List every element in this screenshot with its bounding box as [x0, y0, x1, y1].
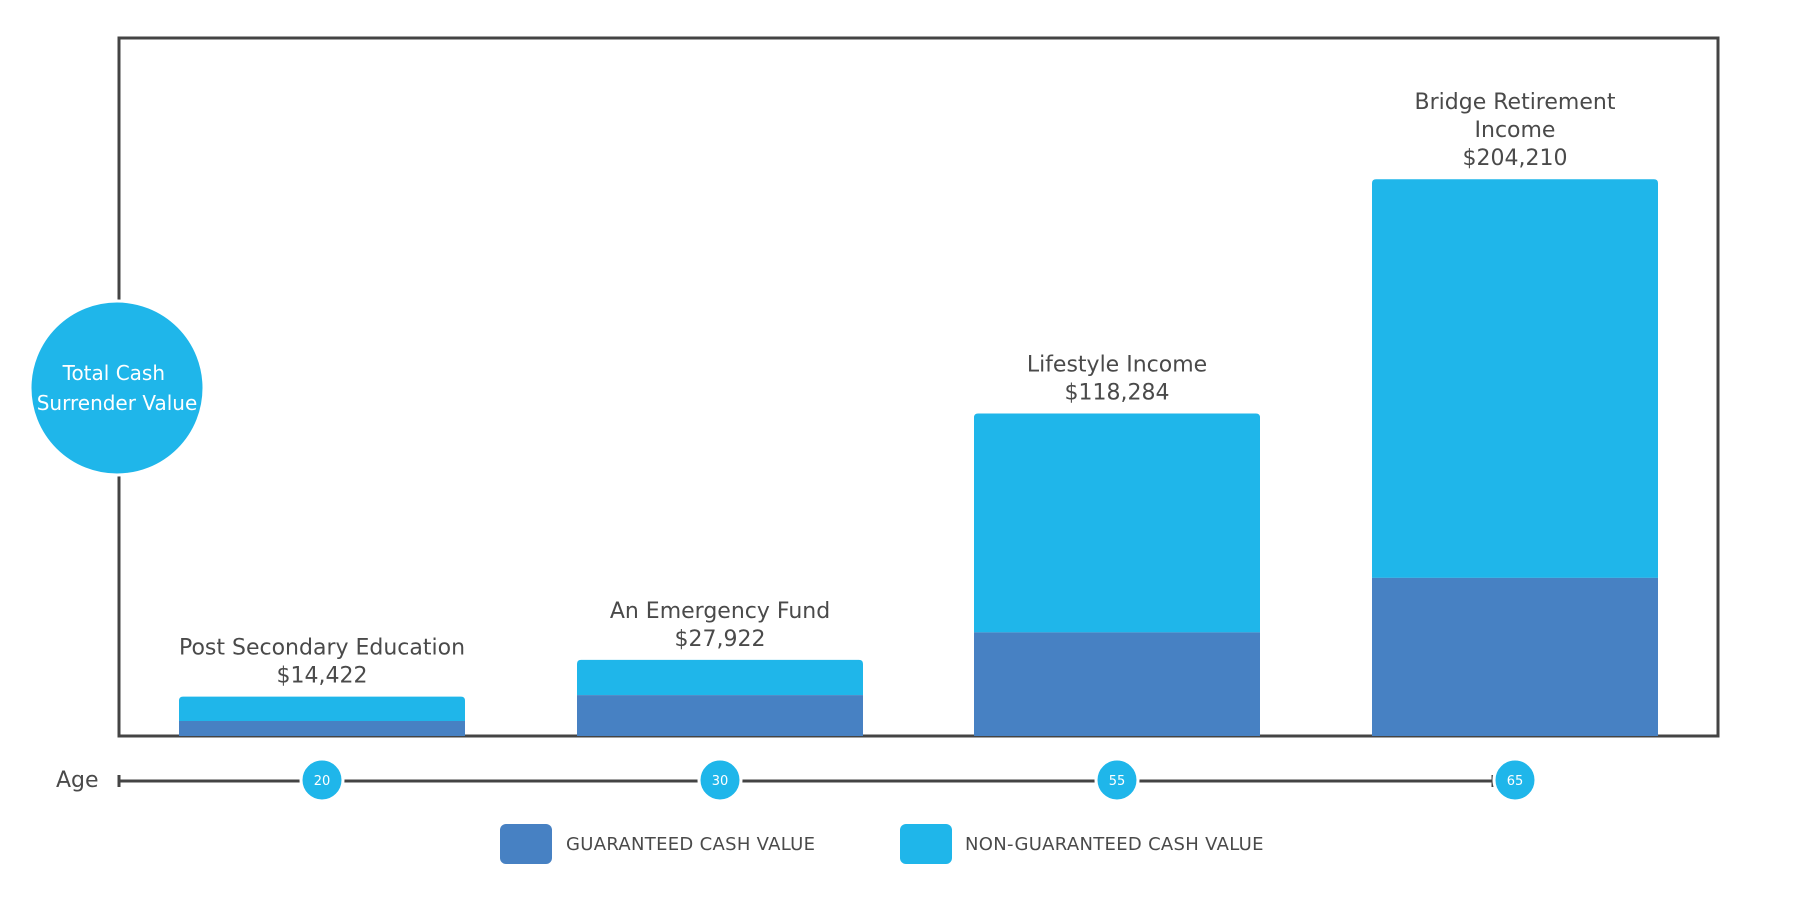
x-axis-label: Age: [56, 768, 99, 793]
bar-segment-non-guaranteed: [577, 659, 863, 696]
bar-segment-guaranteed: [179, 721, 465, 736]
bar-labels: Post Secondary Education $14,422 An Emerge…: [179, 90, 1616, 688]
legend-swatch-non-guaranteed: [900, 824, 952, 864]
bar-segment-guaranteed: [974, 632, 1260, 736]
age-tick-label: 30: [712, 774, 729, 789]
bar-category-label: Lifestyle Income: [1027, 352, 1207, 377]
y-axis-title-circle: [28, 299, 206, 477]
legend-label-guaranteed: GUARANTEED CASH VALUE: [566, 834, 815, 855]
y-axis-title-line-1: Total Cash: [62, 361, 165, 385]
legend: GUARANTEED CASH VALUE NON-GUARANTEED CAS…: [500, 824, 1264, 864]
age-tick-label: 20: [314, 774, 331, 789]
y-axis-title-badge: Total Cash Surrender Value: [28, 299, 206, 477]
age-tick-badge: [1492, 757, 1538, 803]
age-tick-label: 65: [1507, 774, 1524, 789]
bar-value-label: $27,922: [675, 627, 766, 652]
legend-swatch-guaranteed: [500, 824, 552, 864]
bar-segment-non-guaranteed: [974, 413, 1260, 633]
legend-label-non-guaranteed: NON-GUARANTEED CASH VALUE: [965, 834, 1264, 855]
bar-segment-guaranteed: [1372, 577, 1658, 736]
bar-category-label: Income: [1475, 118, 1556, 143]
bar-segment-guaranteed: [577, 695, 863, 736]
age-tick-badge: [299, 757, 345, 803]
age-ticks: 20 30 55 65: [299, 757, 1538, 803]
svg-text:Total Cash Surrender Val: Total Cash Surrender Value: [37, 361, 198, 415]
age-tick-label: 55: [1109, 774, 1126, 789]
age-tick-badge: [1094, 757, 1140, 803]
bar-value-label: $204,210: [1463, 146, 1568, 171]
bar-category-label: Post Secondary Education: [179, 636, 465, 661]
y-axis-title-line-2: Surrender Value: [37, 391, 198, 415]
age-tick-badge: [697, 757, 743, 803]
bar-category-label: An Emergency Fund: [610, 599, 830, 624]
bars: [179, 179, 1658, 736]
bar-segment-non-guaranteed: [1372, 179, 1658, 578]
bar-category-label: Bridge Retirement: [1415, 90, 1616, 115]
bar-value-label: $14,422: [277, 664, 368, 689]
bar-value-label: $118,284: [1065, 380, 1170, 405]
bar-segment-non-guaranteed: [179, 696, 465, 722]
